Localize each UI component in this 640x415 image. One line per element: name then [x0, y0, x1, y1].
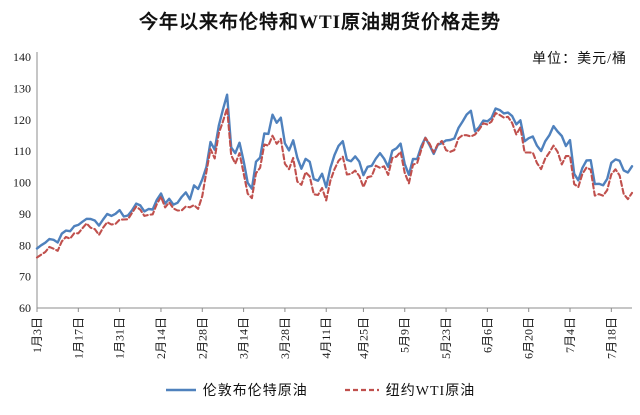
x-tick-label: 4月11日 [319, 317, 333, 359]
y-tick-label: 100 [13, 176, 31, 190]
y-tick-label: 130 [13, 81, 31, 95]
y-tick-label: 70 [19, 270, 31, 284]
unit-label: 单位：美元/桶 [532, 52, 627, 67]
x-tick-label: 1月31日 [113, 317, 127, 359]
x-tick-label: 1月17日 [71, 317, 85, 359]
wti-line-swatch [344, 388, 379, 392]
y-tick-label: 140 [13, 50, 31, 64]
x-tick-label: 6月6日 [480, 317, 494, 353]
y-tick-label: 80 [19, 238, 31, 252]
x-tick-label: 4月25日 [356, 317, 370, 359]
x-tick-label: 5月9日 [398, 317, 412, 353]
x-tick-label: 2月28日 [195, 317, 209, 359]
brent-price-line [35, 93, 634, 250]
x-tick-label: 3月14日 [237, 317, 251, 359]
legend-label-wti: 纽约WTI原油 [385, 384, 476, 399]
legend-label-brent: 伦敦布伦特原油 [202, 384, 308, 399]
x-tick-label: 7月4日 [563, 317, 577, 353]
x-tick-label: 2月14日 [154, 317, 168, 359]
legend-item-wti: 纽约WTI原油 [344, 380, 475, 400]
legend: 伦敦布伦特原油 纽约WTI原油 [0, 380, 640, 400]
x-tick-label: 1月3日 [30, 317, 44, 353]
y-tick-label: 120 [13, 113, 31, 127]
y-tick-label: 110 [13, 144, 31, 158]
x-tick-label: 3月28日 [278, 317, 292, 359]
y-tick-label: 60 [19, 301, 31, 315]
price-trend-chart: 60 70 80 90 100 110 120 130 140 1月3日 1月17日 1月31日 2月1… [13, 50, 634, 359]
wti-price-line [35, 107, 634, 259]
brent-line-swatch [165, 388, 196, 392]
x-tick-label: 7月18日 [604, 317, 618, 359]
y-tick-label: 90 [19, 207, 31, 221]
x-tick-label: 6月20日 [522, 317, 536, 359]
legend-item-brent: 伦敦布伦特原油 [165, 380, 308, 400]
chart-title: 今年以来布伦特和WTI原油期货价格走势 [138, 12, 502, 33]
x-tick-label: 5月23日 [439, 317, 453, 359]
